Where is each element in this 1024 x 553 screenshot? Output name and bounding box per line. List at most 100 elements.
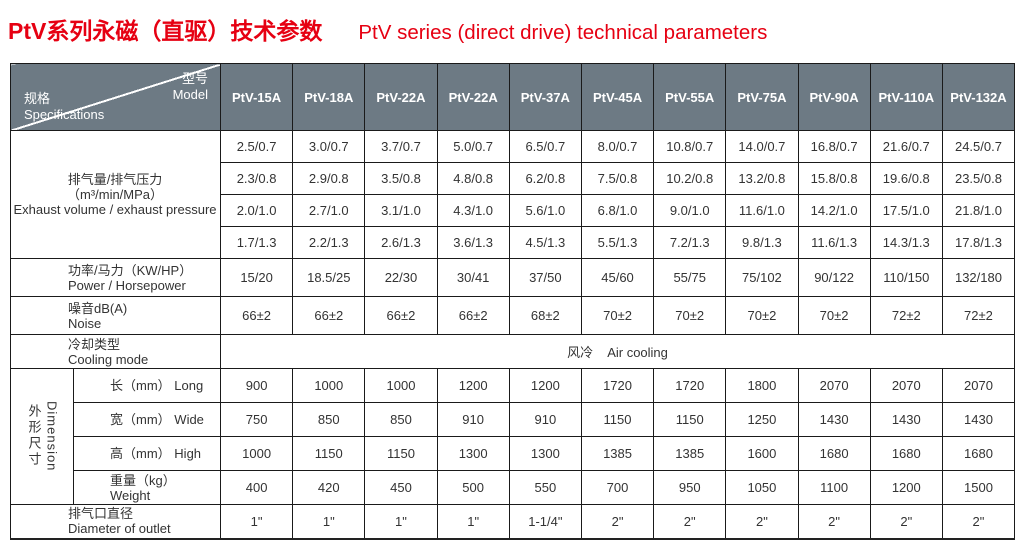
dimension-label-en: Dimension bbox=[44, 401, 60, 472]
value-cell: 1000 bbox=[292, 368, 366, 403]
model-header: PtV-55A bbox=[653, 63, 727, 131]
cooling-value-en: Air cooling bbox=[607, 345, 668, 360]
value-cell: 1385 bbox=[580, 436, 655, 471]
value-cell: 3.6/1.3 bbox=[436, 226, 510, 259]
value-cell: 2070 bbox=[869, 368, 943, 403]
value-cell: 750 bbox=[219, 402, 294, 437]
row-label-noise: 噪音dB(A) Noise bbox=[10, 296, 221, 335]
value-cell: 1" bbox=[436, 504, 510, 539]
value-cell: 3.0/0.7 bbox=[292, 130, 366, 163]
high-label-en: High bbox=[174, 446, 202, 461]
row-group-dimension: 外形尺寸 Dimension bbox=[10, 368, 74, 505]
value-cell: 2070 bbox=[797, 368, 871, 403]
value-cell: 2.0/1.0 bbox=[219, 194, 294, 227]
model-header: PtV-37A bbox=[508, 63, 582, 131]
value-cell: 66±2 bbox=[219, 296, 294, 335]
value-cell: 1385 bbox=[653, 436, 727, 471]
exhaust-label-unit: （m³/min/MPa） bbox=[66, 187, 164, 202]
model-header: PtV-132A bbox=[941, 63, 1016, 131]
value-cell: 30/41 bbox=[436, 258, 510, 297]
model-header: PtV-22A bbox=[364, 63, 438, 131]
value-cell: 72±2 bbox=[941, 296, 1016, 335]
value-cell: 14.2/1.0 bbox=[797, 194, 871, 227]
value-cell: 2" bbox=[653, 504, 727, 539]
model-header: PtV-22A bbox=[436, 63, 510, 131]
corner-spec-label: 规格 Specifications bbox=[24, 91, 104, 123]
value-cell: 66±2 bbox=[436, 296, 510, 335]
cooling-value-cell: 风冷 Air cooling bbox=[219, 334, 1016, 369]
value-cell: 14.3/1.3 bbox=[869, 226, 943, 259]
table-row-wide: 宽（mm） Wide 750 850 850 910 910 1150 1150 1250 14… bbox=[11, 402, 1016, 437]
value-cell: 1430 bbox=[797, 402, 871, 437]
dimension-label-zh: 外形尺寸 bbox=[26, 404, 42, 469]
value-cell: 4.5/1.3 bbox=[508, 226, 582, 259]
value-cell: 500 bbox=[436, 470, 510, 505]
corner-spec-zh: 规格 bbox=[24, 91, 51, 106]
table-row-exhaust-0.8: 2.3/0.8 2.9/0.8 3.5/0.8 4.8/0.8 6.2/0.8 7.5/0… bbox=[11, 162, 1016, 195]
value-cell: 6.2/0.8 bbox=[508, 162, 582, 195]
value-cell: 1" bbox=[219, 504, 294, 539]
value-cell: 1100 bbox=[797, 470, 871, 505]
row-label-cooling: 冷却类型 Cooling mode bbox=[10, 334, 221, 369]
value-cell: 10.2/0.8 bbox=[653, 162, 727, 195]
table-row-cooling: 冷却类型 Cooling mode 风冷 Air cooling bbox=[10, 334, 1016, 369]
value-cell: 1680 bbox=[797, 436, 871, 471]
row-label-long: 长（mm） Long bbox=[73, 368, 221, 403]
value-cell: 420 bbox=[292, 470, 366, 505]
value-cell: 2.2/1.3 bbox=[292, 226, 366, 259]
exhaust-label-en: Exhaust volume / exhaust pressure bbox=[13, 202, 217, 217]
value-cell: 3.5/0.8 bbox=[364, 162, 438, 195]
value-cell: 700 bbox=[580, 470, 655, 505]
value-cell: 1000 bbox=[219, 436, 294, 471]
model-header: PtV-110A bbox=[869, 63, 943, 131]
corner-cell: 型号 Model 规格 Specifications bbox=[10, 63, 221, 131]
high-label-zh: 高（mm） bbox=[110, 446, 171, 461]
value-cell: 400 bbox=[219, 470, 294, 505]
value-cell: 1600 bbox=[725, 436, 799, 471]
value-cell: 1150 bbox=[580, 402, 655, 437]
row-label-high: 高（mm） High bbox=[73, 436, 221, 471]
outlet-label-zh: 排气口直径 bbox=[68, 506, 134, 522]
value-cell: 5.0/0.7 bbox=[436, 130, 510, 163]
value-cell: 1720 bbox=[580, 368, 655, 403]
value-cell: 90/122 bbox=[797, 258, 871, 297]
value-cell: 45/60 bbox=[580, 258, 655, 297]
value-cell: 9.0/1.0 bbox=[653, 194, 727, 227]
value-cell: 72±2 bbox=[869, 296, 943, 335]
value-cell: 23.5/0.8 bbox=[941, 162, 1016, 195]
value-cell: 9.8/1.3 bbox=[725, 226, 799, 259]
row-label-power: 功率/马力（KW/HP） Power / Horsepower bbox=[10, 258, 221, 297]
value-cell: 1250 bbox=[725, 402, 799, 437]
value-cell: 550 bbox=[508, 470, 582, 505]
value-cell: 1" bbox=[364, 504, 438, 539]
value-cell: 70±2 bbox=[580, 296, 655, 335]
row-label-outlet: 排气口直径 Diameter of outlet bbox=[10, 504, 221, 539]
table-row-outlet: 排气口直径 Diameter of outlet 1" 1" 1" 1" 1-1/4" 2… bbox=[10, 504, 1016, 539]
value-cell: 1200 bbox=[436, 368, 510, 403]
value-cell: 66±2 bbox=[292, 296, 366, 335]
noise-label-zh: 噪音dB(A) bbox=[68, 300, 128, 316]
page-title: PtV系列永磁（直驱）技术参数 PtV series (direct drive)… bbox=[8, 12, 767, 46]
model-header: PtV-75A bbox=[725, 63, 799, 131]
value-cell: 1" bbox=[292, 504, 366, 539]
weight-label-en: Weight bbox=[110, 487, 151, 503]
value-cell: 7.5/0.8 bbox=[580, 162, 655, 195]
header-row: 型号 Model 规格 Specifications PtV-15A PtV-18… bbox=[10, 63, 1016, 131]
value-cell: 950 bbox=[653, 470, 727, 505]
cooling-label-en: Cooling mode bbox=[68, 351, 149, 367]
value-cell: 1300 bbox=[436, 436, 510, 471]
value-cell: 1430 bbox=[869, 402, 943, 437]
value-cell: 1680 bbox=[941, 436, 1016, 471]
row-label-weight: 重量（kg） Weight bbox=[73, 470, 221, 505]
value-cell: 55/75 bbox=[653, 258, 727, 297]
value-cell: 2" bbox=[941, 504, 1016, 539]
value-cell: 75/102 bbox=[725, 258, 799, 297]
value-cell: 8.0/0.7 bbox=[580, 130, 655, 163]
table-row-exhaust-1.3: 1.7/1.3 2.2/1.3 2.6/1.3 3.6/1.3 4.5/1.3 5.5/1… bbox=[11, 226, 1016, 259]
value-cell: 132/180 bbox=[941, 258, 1016, 297]
exhaust-label-zh: 排气量/排气压力 bbox=[67, 172, 163, 187]
corner-model-en: Model bbox=[172, 87, 208, 102]
value-cell: 16.8/0.7 bbox=[797, 130, 871, 163]
value-cell: 1680 bbox=[869, 436, 943, 471]
